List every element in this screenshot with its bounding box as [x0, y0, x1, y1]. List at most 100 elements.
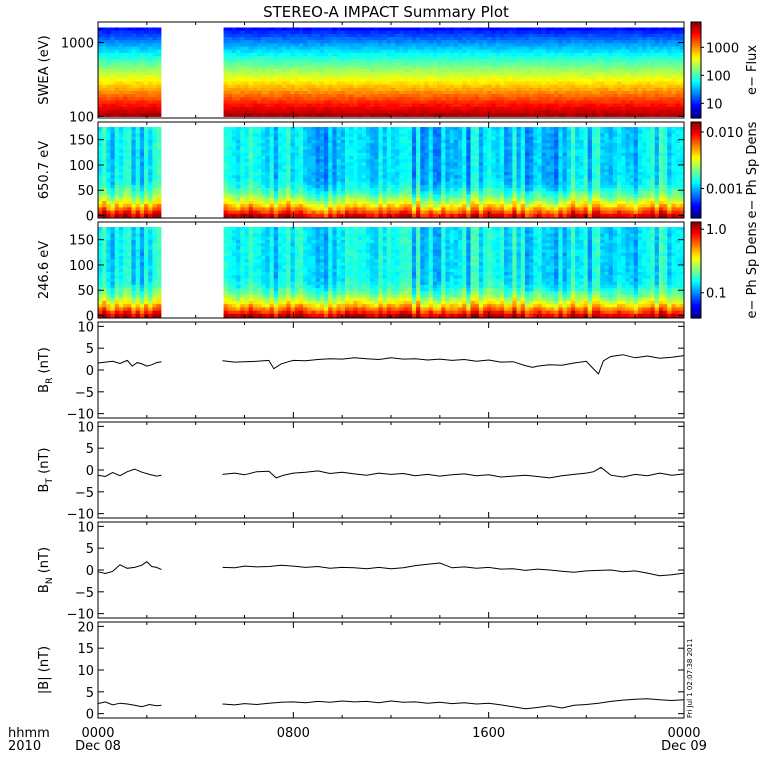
swea-cell	[508, 113, 513, 117]
swea-cell	[265, 113, 270, 117]
pad650-cell	[232, 214, 237, 218]
swea-cell	[596, 113, 601, 117]
swea-cell	[554, 113, 559, 117]
swea-cell	[592, 113, 597, 117]
swea-cell	[345, 113, 350, 117]
pad650-cell	[345, 214, 350, 218]
swea-cell	[642, 113, 647, 117]
swea-cell	[462, 113, 467, 117]
swea-cell	[257, 113, 262, 117]
pad650-cell	[311, 214, 316, 218]
swea-cell	[358, 113, 363, 117]
swea-cell	[538, 113, 543, 117]
pad650-cell	[123, 214, 128, 218]
swea-cell	[420, 113, 425, 117]
pad650-cell	[111, 214, 116, 218]
swea-cell	[487, 113, 492, 117]
pad650-cell	[119, 214, 124, 218]
pad650-cell	[249, 214, 254, 218]
swea-colorbar-label: e− Flux	[745, 45, 760, 95]
swea-cell	[341, 113, 346, 117]
swea-cell	[525, 113, 530, 117]
pad650-cell	[299, 214, 304, 218]
swea-cell	[663, 113, 668, 117]
swea-cell	[362, 113, 367, 117]
pad650-cell	[106, 214, 111, 218]
swea-cell	[617, 113, 622, 117]
swea-cell	[651, 113, 656, 117]
swea-cell	[378, 113, 383, 117]
swea-cell	[529, 113, 534, 117]
pad650-cell	[341, 214, 346, 218]
swea-cell	[609, 113, 614, 117]
swea-cell	[274, 113, 279, 117]
swea-cell	[517, 113, 522, 117]
swea-cell	[324, 113, 329, 117]
pad650-cell	[332, 214, 337, 218]
swea-cell	[646, 113, 651, 117]
swea-cell	[115, 113, 120, 117]
swea-cell	[152, 113, 157, 117]
swea-cell	[374, 113, 379, 117]
swea-cell	[475, 113, 480, 117]
swea-cell	[575, 113, 580, 117]
swea-cell	[500, 113, 505, 117]
swea-cell	[404, 113, 409, 117]
swea-cell	[148, 113, 153, 117]
pad650-cell	[261, 214, 266, 218]
swea-colorbar-tick-label: 10	[706, 97, 723, 112]
pad650-cell	[270, 214, 275, 218]
pad650-cell	[257, 214, 262, 218]
swea-cell	[228, 113, 233, 117]
swea-cell	[395, 113, 400, 117]
swea-cell	[625, 113, 630, 117]
swea-ytick-label: 1000	[61, 37, 94, 52]
swea-cell	[621, 113, 626, 117]
swea-cell	[441, 113, 446, 117]
swea-cell	[659, 113, 664, 117]
swea-cell	[458, 113, 463, 117]
swea-cell	[311, 113, 316, 117]
pad650-cell	[131, 214, 136, 218]
pad650-cell	[353, 214, 358, 218]
swea-cell	[604, 113, 609, 117]
pad650-cell	[295, 214, 300, 218]
swea-cell	[111, 113, 116, 117]
pad650-cell	[307, 214, 312, 218]
pad650-heatmap	[98, 127, 685, 218]
swea-cell	[295, 113, 300, 117]
swea-cell	[558, 113, 563, 117]
swea-cell	[261, 113, 266, 117]
pad650-cell	[228, 214, 233, 218]
swea-cell	[496, 113, 501, 117]
swea-cell	[123, 113, 128, 117]
pad650-cell	[282, 214, 287, 218]
swea-cell	[236, 113, 241, 117]
pad650-cell	[358, 214, 363, 218]
swea-cell	[278, 113, 283, 117]
swea-cell	[479, 113, 484, 117]
swea-cell	[638, 113, 643, 117]
swea-cell	[316, 113, 321, 117]
swea-cell	[546, 113, 551, 117]
swea-cell	[370, 113, 375, 117]
swea-cell	[655, 113, 660, 117]
pad650-cell	[115, 214, 120, 218]
swea-cell	[667, 113, 672, 117]
swea-cell	[450, 113, 455, 117]
swea-cell	[630, 113, 635, 117]
swea-cell	[571, 113, 576, 117]
swea-cell	[408, 113, 413, 117]
swea-cell	[127, 113, 132, 117]
swea-ytick-label: 100	[69, 110, 94, 125]
swea-cell	[307, 113, 312, 117]
swea-cell	[106, 113, 111, 117]
swea-cell	[445, 113, 450, 117]
pad650-cell	[127, 214, 132, 218]
swea-cell	[563, 113, 568, 117]
swea-cell	[491, 113, 496, 117]
pad650-cell	[320, 214, 325, 218]
pad650-cell	[303, 214, 308, 218]
